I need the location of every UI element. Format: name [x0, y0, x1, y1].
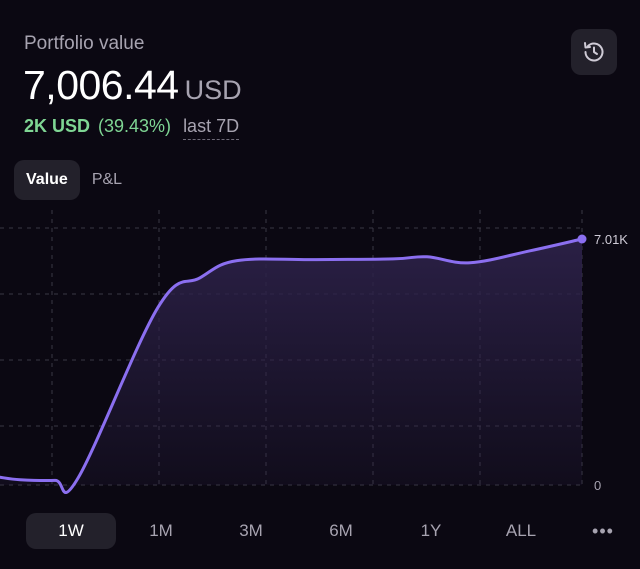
portfolio-title: Portfolio value	[24, 33, 145, 54]
history-button[interactable]	[571, 29, 617, 75]
period-button-1y[interactable]: 1Y	[420, 521, 442, 540]
period-selector: ••• 1W 1M 3M 6M 1Y ALL	[0, 513, 640, 551]
range-selector-link[interactable]: last 7D	[183, 116, 240, 140]
change-percent: (39.43%)	[98, 116, 172, 136]
history-icon	[584, 42, 604, 62]
period-button-1w[interactable]: 1W	[26, 513, 116, 549]
portfolio-change-row: 2K USD (39.43%) last 7D	[24, 116, 240, 140]
tab-pnl[interactable]: P&L	[91, 171, 123, 188]
portfolio-value: 7,006.44	[23, 62, 179, 108]
series-area	[0, 239, 582, 493]
more-options-button[interactable]: •••	[592, 520, 614, 541]
period-button-1m[interactable]: 1M	[149, 521, 173, 540]
y-tick-label-max: 7.01K	[594, 232, 628, 247]
y-tick-label-min: 0	[594, 478, 601, 493]
period-button-all[interactable]: ALL	[505, 521, 537, 540]
last-point-marker	[577, 234, 587, 244]
portfolio-chart: 7.01K 0	[0, 210, 628, 495]
series-line	[0, 237, 584, 495]
change-absolute: 2K USD	[24, 116, 91, 136]
period-button-3m[interactable]: 3M	[239, 521, 263, 540]
tab-value[interactable]: Value	[14, 160, 80, 200]
period-button-6m[interactable]: 6M	[329, 521, 353, 540]
portfolio-currency: USD	[184, 75, 242, 105]
portfolio-value-row: 7,006.44 USD	[23, 62, 242, 109]
view-tabs: Value P&L	[14, 160, 134, 200]
